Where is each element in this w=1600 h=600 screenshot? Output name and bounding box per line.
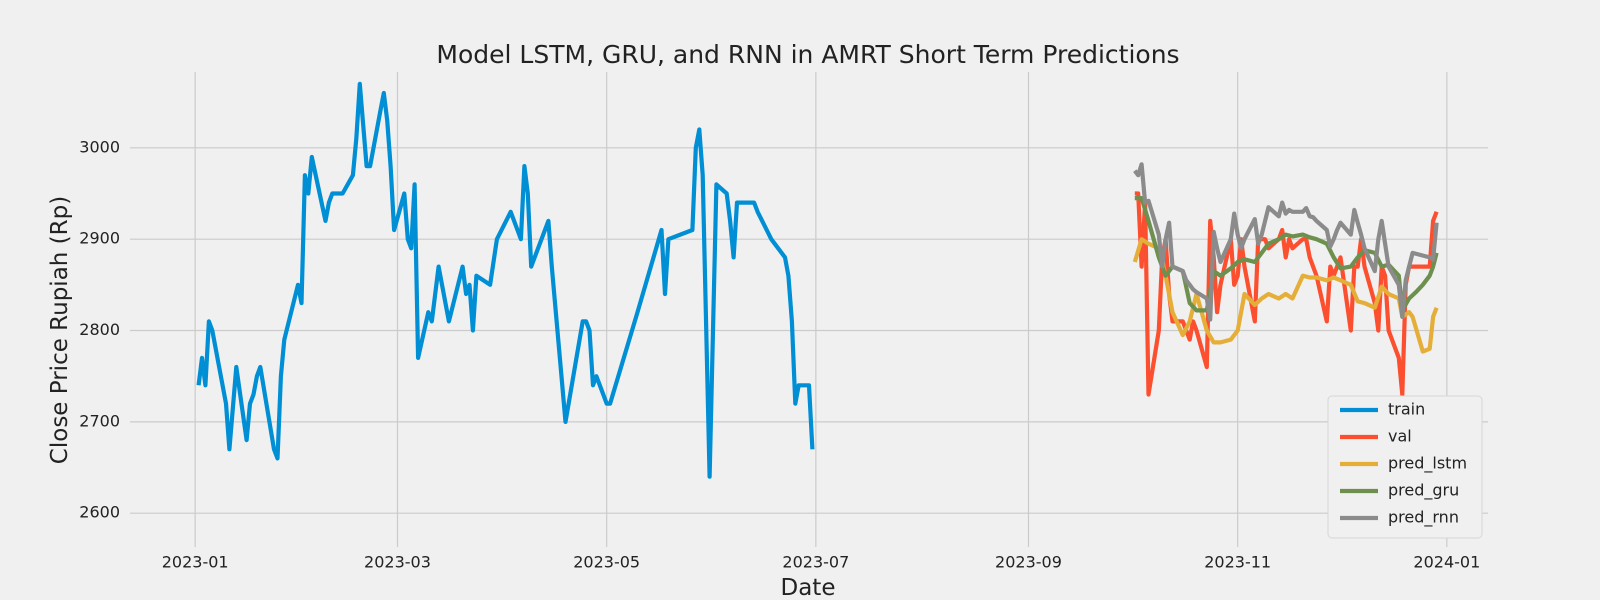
x-tick-label: 2023-11 bbox=[1204, 553, 1271, 572]
series-line-pred-rnn bbox=[1133, 162, 1439, 322]
x-tick-label: 2023-07 bbox=[782, 553, 849, 572]
legend-box bbox=[1327, 395, 1483, 539]
legend-label: pred_gru bbox=[1388, 481, 1459, 501]
x-tick-label: 2023-05 bbox=[573, 553, 640, 572]
y-tick-label: 2800 bbox=[79, 320, 120, 339]
legend-label: pred_lstm bbox=[1388, 454, 1467, 474]
grid bbox=[130, 72, 1488, 547]
legend: train val pred_lstm pred_gru pred_rnn bbox=[1327, 395, 1483, 539]
y-tick-label: 3000 bbox=[79, 137, 120, 156]
y-axis-ticks: 2600 2700 2800 2900 3000 bbox=[79, 137, 120, 521]
series-lines bbox=[196, 81, 1439, 479]
x-tick-label: 2024-01 bbox=[1413, 553, 1480, 572]
chart-title: Model LSTM, GRU, and RNN in AMRT Short T… bbox=[436, 40, 1179, 69]
legend-label: train bbox=[1388, 400, 1425, 419]
legend-label: pred_rnn bbox=[1388, 508, 1459, 528]
x-tick-label: 2023-03 bbox=[364, 553, 431, 572]
x-axis-ticks: 2023-01 2023-03 2023-05 2023-07 2023-09 2023-… bbox=[162, 553, 1481, 572]
series-line-train bbox=[196, 81, 815, 479]
y-tick-label: 2700 bbox=[79, 411, 120, 430]
y-tick-label: 2900 bbox=[79, 229, 120, 248]
y-axis-label: Close Price Rupiah (Rp) bbox=[47, 196, 73, 464]
x-axis-label: Date bbox=[781, 575, 836, 600]
x-tick-label: 2023-09 bbox=[995, 553, 1062, 572]
y-tick-label: 2600 bbox=[79, 503, 120, 522]
legend-label: val bbox=[1388, 427, 1412, 446]
x-tick-label: 2023-01 bbox=[162, 553, 229, 572]
